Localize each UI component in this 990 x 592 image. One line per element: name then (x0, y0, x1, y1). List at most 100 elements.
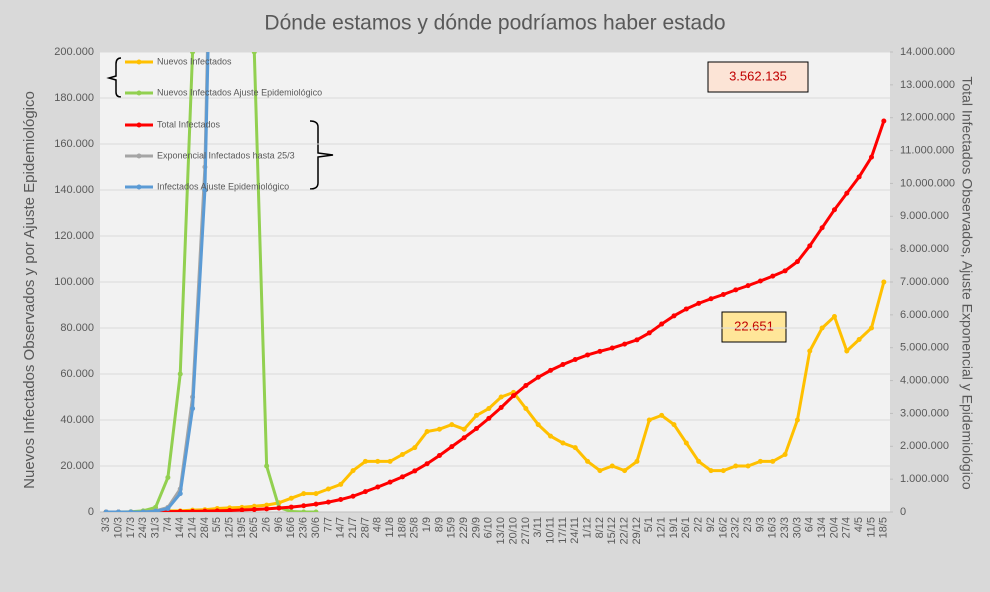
series-marker (720, 291, 726, 297)
series-marker (646, 417, 652, 423)
y2-tick-label: 6.000.000 (900, 309, 949, 321)
y2-tick-label: 9.000.000 (900, 210, 949, 222)
x-tick-label: 2/2 (693, 517, 705, 532)
series-marker (375, 484, 381, 490)
series-marker (362, 458, 368, 464)
series-marker (461, 426, 467, 432)
series-marker (696, 458, 702, 464)
series-marker (659, 412, 665, 418)
legend-swatch-marker (136, 153, 142, 159)
series-marker (153, 508, 159, 512)
series-marker (831, 314, 837, 319)
x-tick-label: 23/3 (779, 517, 791, 538)
x-tick-label: 17/3 (125, 517, 137, 538)
series-marker (264, 463, 270, 469)
series-marker (325, 486, 331, 492)
series-marker (387, 479, 393, 485)
series-marker (770, 273, 776, 279)
x-tick-label: 15/9 (446, 517, 458, 538)
y2-tick-label: 0 (900, 506, 906, 518)
x-tick-label: 24/11 (569, 517, 581, 544)
series-marker (165, 506, 171, 512)
series-marker (634, 337, 640, 343)
series-marker (671, 313, 677, 319)
x-tick-label: 17/11 (557, 517, 569, 544)
x-tick-label: 25/8 (409, 517, 421, 538)
series-marker (424, 429, 430, 434)
series-marker (720, 468, 726, 474)
series-marker (486, 415, 492, 421)
series-marker (214, 508, 220, 512)
series-marker (671, 422, 677, 428)
series-marker (757, 458, 763, 464)
y-tick-label: 100.000 (54, 276, 94, 288)
series-marker (251, 507, 257, 512)
series-marker (548, 367, 554, 373)
series-marker (190, 406, 196, 411)
series-marker (301, 491, 307, 497)
series-marker (560, 361, 566, 367)
series-marker (362, 489, 368, 495)
legend-label: Total Infectados (157, 119, 221, 129)
series-marker (153, 504, 159, 510)
x-tick-label: 14/7 (335, 517, 347, 538)
x-tick-label: 6/10 (483, 517, 495, 538)
x-tick-label: 6/4 (804, 517, 816, 532)
series-marker (264, 502, 270, 508)
y2-tick-label: 3.000.000 (900, 407, 949, 419)
series-marker (449, 444, 455, 450)
series-marker (585, 352, 591, 358)
x-tick-label: 29/9 (470, 517, 482, 538)
series-marker (511, 393, 517, 399)
legend-label: Infectados Ajuste Epidemiológico (157, 181, 289, 191)
x-tick-label: 18/5 (878, 517, 890, 538)
series-marker (696, 300, 702, 306)
series-marker (190, 508, 196, 512)
y2-tick-label: 7.000.000 (900, 276, 949, 288)
x-tick-label: 23/6 (298, 517, 310, 538)
series-marker (412, 468, 418, 474)
series-marker (473, 426, 479, 432)
series-marker (782, 452, 788, 457)
series-marker (116, 509, 122, 512)
series-marker (868, 325, 874, 331)
x-tick-label: 5/1 (643, 517, 655, 532)
series-marker (276, 505, 282, 511)
x-tick-label: 4/8 (372, 517, 384, 532)
series-marker (399, 452, 405, 457)
x-tick-label: 27/10 (520, 517, 532, 545)
legend-label: Nuevos Infectados Ajuste Epidemiológico (157, 87, 322, 97)
x-tick-label: 16/6 (285, 517, 297, 538)
series-marker (227, 508, 233, 512)
x-tick-label: 16/2 (717, 517, 729, 538)
legend-label: Exponencial Infectados hasta 25/3 (157, 150, 295, 160)
annotation-box (721, 311, 787, 343)
y-tick-label: 40.000 (60, 414, 94, 426)
series-marker (498, 394, 504, 400)
series-marker (313, 501, 319, 507)
series-marker (868, 154, 874, 160)
y-tick-label: 80.000 (60, 322, 94, 334)
series-marker (412, 445, 418, 451)
x-tick-label: 18/8 (396, 517, 408, 538)
x-tick-label: 12/5 (224, 517, 236, 538)
series-marker (572, 357, 578, 363)
x-tick-label: 8/12 (594, 517, 606, 538)
y-tick-label: 0 (88, 506, 94, 518)
series-marker (708, 296, 714, 302)
y-tick-label: 200.000 (54, 46, 94, 58)
series-marker (585, 458, 591, 464)
series-marker (733, 463, 739, 469)
series-marker (708, 468, 714, 474)
legend-swatch-marker (136, 59, 142, 65)
x-tick-label: 2/6 (261, 517, 273, 532)
series-marker (251, 52, 257, 55)
legend-swatch-marker (136, 90, 142, 96)
legend-label: Nuevos Infectados (157, 56, 232, 66)
series-marker (757, 278, 763, 284)
x-tick-label: 9/2 (705, 517, 717, 532)
x-tick-label: 9/6 (273, 517, 285, 532)
y2-tick-label: 8.000.000 (900, 243, 949, 255)
